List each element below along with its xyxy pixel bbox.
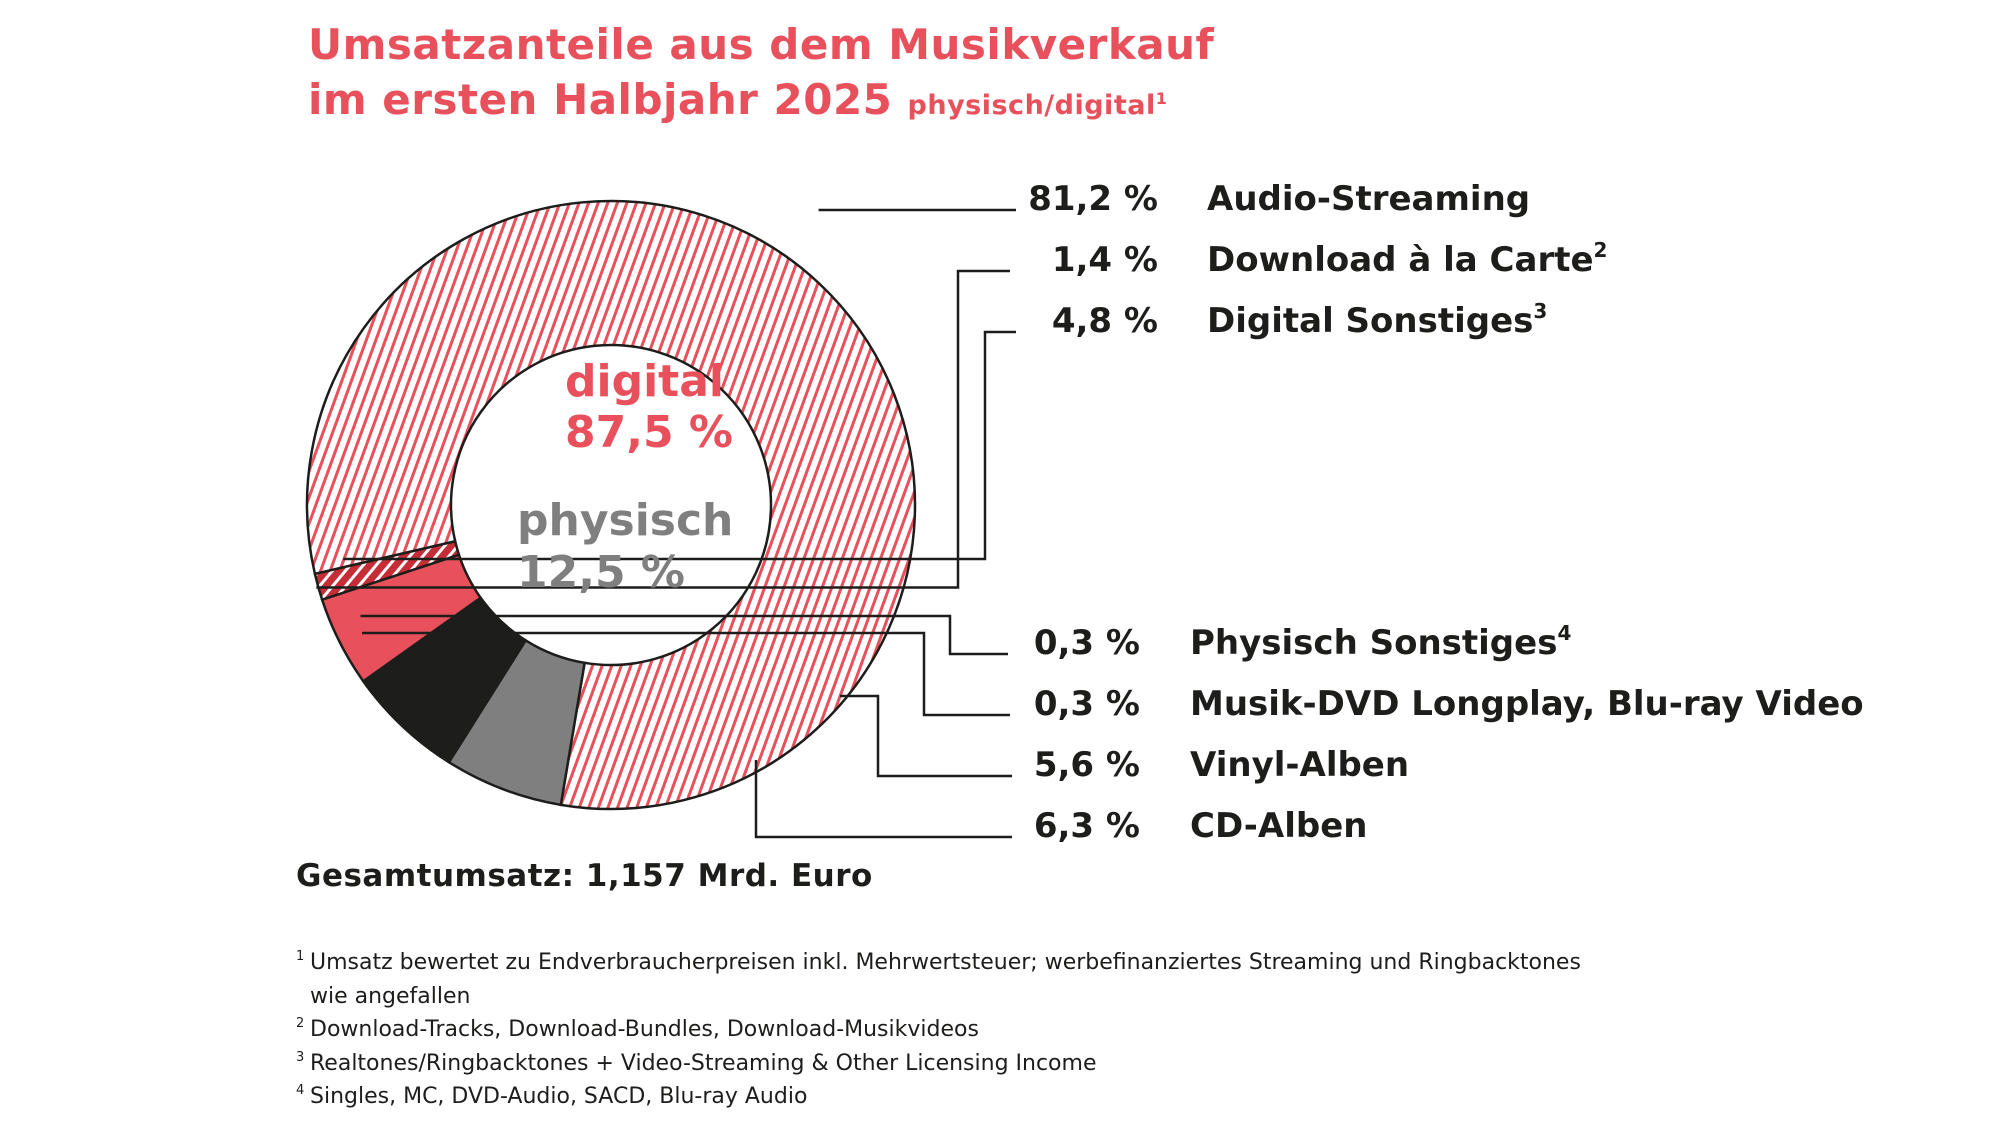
footnote-text: Realtones/Ringbacktones + Video-Streamin…	[310, 1050, 1097, 1076]
donut-center: digital 87,5 % physisch 12,5 %	[517, 356, 733, 598]
chart-subtitle: physisch/digital1	[907, 89, 1168, 121]
footnote-3: 3 Realtones/Ringbacktones + Video-Stream…	[296, 1047, 1596, 1081]
total-revenue: Gesamtumsatz: 1,157 Mrd. Euro	[296, 858, 873, 894]
slice-label-musik-dvd-longplay-blu-ray-video: Musik-DVD Longplay, Blu-ray Video	[1190, 684, 1864, 724]
subtitle-footnote-mark: 1	[1155, 89, 1168, 108]
footnote-4: 4 Singles, MC, DVD-Audio, SACD, Blu-ray …	[296, 1080, 1596, 1114]
slice-value-vinyl-alben: 5,6 %	[1034, 745, 1140, 785]
slice-label-cd-alben: CD-Alben	[1190, 806, 1368, 846]
leader-lines	[316, 208, 1016, 839]
footnote-text: Download-Tracks, Download-Bundles, Downl…	[310, 1017, 979, 1042]
leader-line-vinyl-alben	[840, 694, 1012, 778]
slice-label-digital-sonstiges: Digital Sonstiges3	[1207, 299, 1547, 341]
footnote-text: Umsatz bewertet zu Endverbraucherpreisen…	[310, 950, 1581, 1009]
center-physical-value: 12,5 %	[517, 547, 685, 598]
leader-line-download-a-la-carte	[316, 269, 1010, 589]
footnotes: 1 Umsatz bewertet zu Endverbraucherpreis…	[296, 946, 1596, 1114]
footnote-number: 3	[296, 1049, 305, 1065]
slice-value-musik-dvd-longplay-blu-ray-video: 0,3 %	[1034, 684, 1140, 724]
center-digital-label: digital	[565, 356, 724, 407]
slice-label-audio-streaming: Audio-Streaming	[1207, 179, 1530, 219]
chart-title: Umsatzanteile aus dem Musikverkauf im er…	[308, 18, 1214, 133]
footnote-2: 2 Download-Tracks, Download-Bundles, Dow…	[296, 1013, 1596, 1047]
leader-line-digital-sonstiges	[343, 330, 1016, 561]
footnote-text: Singles, MC, DVD-Audio, SACD, Blu-ray Au…	[310, 1084, 808, 1109]
slice-value-physisch-sonstiges: 0,3 %	[1034, 623, 1140, 663]
subtitle-text: physisch/digital	[907, 90, 1156, 121]
slice-audio-streaming	[305, 199, 917, 811]
slice-cd-alben	[447, 638, 587, 807]
slice-labels: 81,2 % Audio-Streaming 1,4 % Download à la …	[1028, 179, 1863, 846]
title-line-2-text: im ersten Halbjahr 2025	[308, 75, 893, 124]
footnote-number: 4	[296, 1083, 305, 1098]
title-line-1: Umsatzanteile aus dem Musikverkauf	[308, 20, 1215, 69]
center-digital-value: 87,5 %	[565, 407, 733, 458]
leader-line-physisch-sonstiges	[360, 614, 1008, 656]
footnote-1: 1 Umsatz bewertet zu Endverbraucherpreis…	[296, 946, 1596, 1013]
slice-value-download-a-la-carte: 1,4 %	[1052, 240, 1158, 280]
leader-line-cd-alben	[754, 760, 1012, 839]
footnote-number: 2	[296, 1016, 305, 1031]
slice-value-cd-alben: 6,3 %	[1034, 806, 1140, 846]
leader-line-musik-dvd-longplay-blu-ray-video	[362, 631, 1010, 717]
center-physical-label: physisch	[517, 495, 733, 546]
slice-label-vinyl-alben: Vinyl-Alben	[1190, 745, 1409, 785]
footnote-number: 1	[296, 949, 305, 964]
slice-label-download-a-la-carte: Download à la Carte2	[1207, 238, 1607, 280]
title-line-2: im ersten Halbjahr 2025 physisch/digital…	[308, 72, 1214, 133]
slice-value-audio-streaming: 81,2 %	[1028, 179, 1158, 219]
slice-value-digital-sonstiges: 4,8 %	[1052, 301, 1158, 341]
slice-label-physisch-sonstiges: Physisch Sonstiges4	[1190, 621, 1571, 663]
